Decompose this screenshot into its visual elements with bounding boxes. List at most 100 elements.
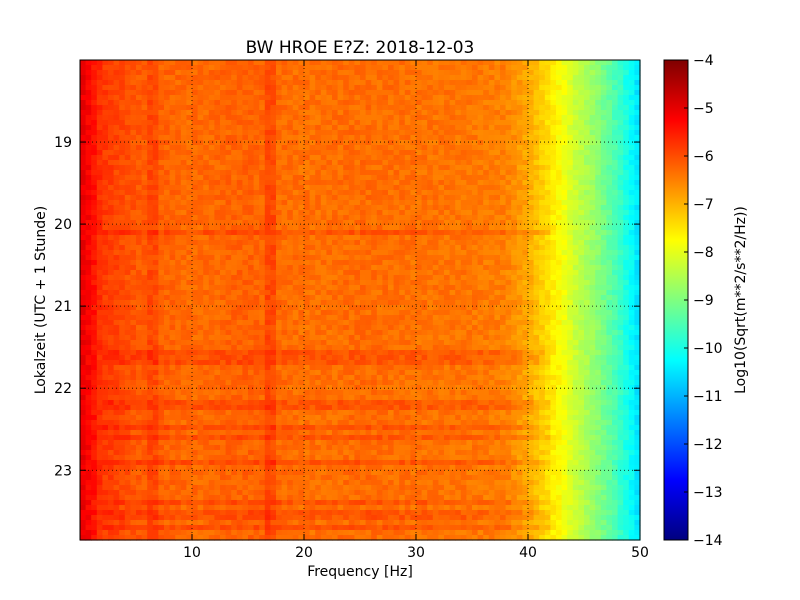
spectrogram-cell [108,105,115,111]
spectrogram-cell [483,230,490,236]
spectrogram-cell [298,130,305,136]
spectrogram-cell [180,95,187,101]
spectrogram-cell [606,160,613,166]
spectrogram-cell [382,165,389,171]
spectrogram-cell [617,220,624,226]
spectrogram-cell [304,115,311,121]
spectrogram-cell [589,65,596,71]
spectrogram-cell [152,70,159,76]
spectrogram-cell [572,190,579,196]
spectrogram-cell [220,205,227,211]
spectrogram-cell [141,155,148,161]
spectrogram-cell [287,70,294,76]
spectrogram-cell [180,110,187,116]
spectrogram-cell [225,300,232,306]
spectrogram-cell [242,200,249,206]
spectrogram-cell [332,220,339,226]
spectrogram-cell [595,125,602,131]
spectrogram-cell [152,265,159,271]
spectrogram-cell [572,185,579,191]
spectrogram-cell [427,140,434,146]
spectrogram-cell [606,125,613,131]
spectrogram-cell [141,250,148,256]
spectrogram-cell [332,105,339,111]
spectrogram-cell [556,225,563,231]
spectrogram-cell [528,300,535,306]
spectrogram-cell [348,185,355,191]
spectrogram-cell [85,75,92,81]
spectrogram-cell [169,65,176,71]
spectrogram-cell [264,305,271,311]
spectrogram-cell [220,245,227,251]
spectrogram-cell [606,70,613,76]
spectrogram-cell [158,90,165,96]
spectrogram-cell [264,180,271,186]
spectrogram-cell [455,210,462,216]
spectrogram-cell [214,240,221,246]
spectrogram-cell [460,145,467,151]
spectrogram-cell [91,115,98,121]
spectrogram-cell [225,135,232,141]
spectrogram-cell [147,230,154,236]
spectrogram-cell [393,195,400,201]
spectrogram-cell [561,285,568,291]
spectrogram-cell [623,185,630,191]
spectrogram-cell [438,130,445,136]
spectrogram-cell [494,295,501,301]
spectrogram-cell [192,165,199,171]
spectrogram-cell [595,170,602,176]
spectrogram-cell [421,150,428,156]
spectrogram-cell [270,90,277,96]
spectrogram-cell [416,245,423,251]
spectrogram-cell [169,200,176,206]
spectrogram-cell [192,110,199,116]
spectrogram-cell [113,270,120,276]
spectrogram-cell [253,285,260,291]
spectrogram-cell [572,65,579,71]
spectrogram-cell [248,300,255,306]
spectrogram-cell [253,255,260,261]
spectrogram-cell [606,175,613,181]
spectrogram-cell [119,175,126,181]
spectrogram-cell [584,170,591,176]
spectrogram-cell [584,230,591,236]
spectrogram-cell [136,220,143,226]
spectrogram-cell [264,195,271,201]
spectrogram-cell [404,70,411,76]
spectrogram-cell [348,70,355,76]
spectrogram-cell [175,85,182,91]
spectrogram-cell [186,120,193,126]
spectrogram-cell [589,160,596,166]
spectrogram-cell [589,200,596,206]
spectrogram-cell [584,260,591,266]
spectrogram-cell [528,60,535,66]
spectrogram-cell [410,140,417,146]
spectrogram-cell [85,175,92,181]
spectrogram-cell [455,85,462,91]
spectrogram-cell [304,270,311,276]
spectrogram-cell [96,75,103,81]
spectrogram-cell [164,160,171,166]
spectrogram-cell [259,90,266,96]
spectrogram-cell [169,300,176,306]
spectrogram-cell [399,200,406,206]
spectrogram-cell [231,140,238,146]
spectrogram-cell [432,110,439,116]
spectrogram-cell [455,270,462,276]
spectrogram-cell [539,225,546,231]
spectrogram-cell [276,80,283,86]
spectrogram-cell [472,135,479,141]
spectrogram-cell [612,140,619,146]
spectrogram-cell [494,100,501,106]
spectrogram-cell [399,120,406,126]
spectrogram-cell [623,165,630,171]
spectrogram-cell [578,105,585,111]
spectrogram-cell [96,250,103,256]
spectrogram-cell [242,115,249,121]
spectrogram-cell [343,100,350,106]
spectrogram-cell [152,240,159,246]
spectrogram-cell [231,70,238,76]
spectrogram-cell [617,175,624,181]
spectrogram-cell [600,80,607,86]
spectrogram-cell [108,265,115,271]
